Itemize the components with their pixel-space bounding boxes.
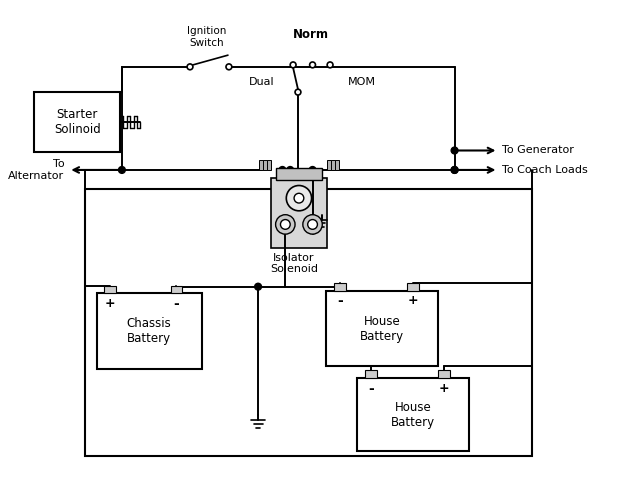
Circle shape — [303, 215, 323, 234]
Bar — [85, 189, 532, 456]
Circle shape — [286, 185, 311, 211]
Circle shape — [309, 167, 316, 173]
Text: Chassis
Battery: Chassis Battery — [127, 318, 172, 345]
Bar — [365, 370, 377, 378]
Text: House
Battery: House Battery — [391, 400, 435, 429]
Text: MOM: MOM — [347, 77, 376, 87]
Text: House
Battery: House Battery — [360, 315, 404, 342]
Circle shape — [310, 62, 315, 68]
Text: To Generator: To Generator — [502, 146, 574, 156]
Bar — [407, 283, 418, 291]
Circle shape — [226, 64, 232, 70]
Bar — [326, 291, 438, 366]
Text: -: - — [337, 295, 342, 308]
Circle shape — [187, 64, 193, 70]
Text: To
Alternator: To Alternator — [9, 159, 64, 181]
Circle shape — [276, 215, 295, 234]
Circle shape — [295, 89, 301, 95]
Bar — [327, 160, 331, 170]
Bar — [357, 378, 469, 451]
Bar — [335, 160, 339, 170]
Circle shape — [279, 167, 286, 173]
Circle shape — [451, 147, 458, 154]
Text: To Coach Loads: To Coach Loads — [502, 165, 588, 175]
Bar — [35, 92, 120, 152]
Text: +: + — [439, 382, 449, 395]
Circle shape — [287, 167, 294, 173]
Text: Ignition
Switch: Ignition Switch — [187, 26, 226, 47]
Bar — [276, 168, 323, 180]
Circle shape — [281, 219, 290, 229]
Text: Dual: Dual — [249, 77, 275, 87]
Bar — [104, 285, 116, 294]
Text: +: + — [105, 297, 116, 310]
Bar — [331, 160, 335, 170]
Text: +: + — [407, 295, 418, 308]
Circle shape — [451, 167, 458, 173]
Text: -: - — [368, 382, 374, 396]
Bar — [334, 283, 345, 291]
Bar — [96, 294, 201, 369]
Circle shape — [294, 194, 304, 203]
Bar — [263, 160, 267, 170]
Circle shape — [451, 167, 458, 173]
Circle shape — [255, 283, 261, 290]
Circle shape — [327, 62, 333, 68]
Circle shape — [119, 167, 125, 173]
Text: -: - — [174, 297, 179, 311]
Bar — [267, 160, 271, 170]
Bar — [271, 178, 327, 248]
Circle shape — [290, 62, 296, 68]
Bar — [259, 160, 263, 170]
Bar — [171, 285, 182, 294]
Circle shape — [308, 219, 318, 229]
Bar — [438, 370, 450, 378]
Text: Isolator
Solenoid: Isolator Solenoid — [270, 252, 318, 274]
Text: Norm: Norm — [292, 28, 329, 41]
Text: Starter
Solinoid: Starter Solinoid — [54, 108, 101, 137]
